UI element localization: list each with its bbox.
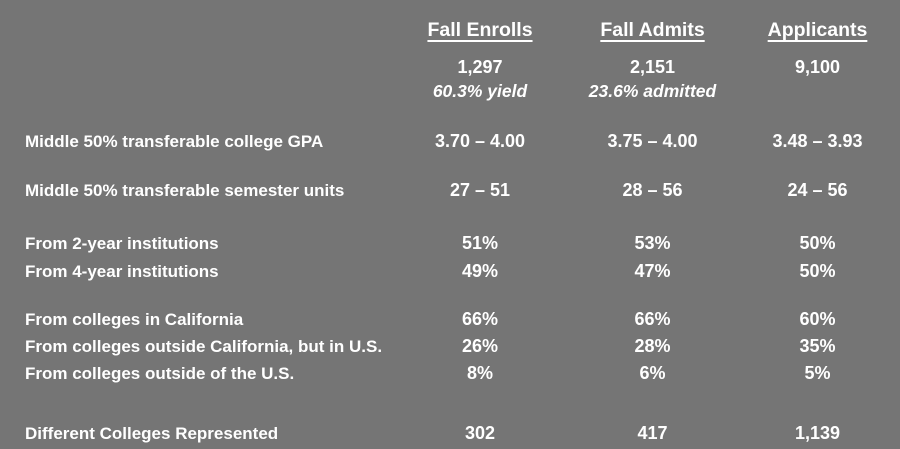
row-value-fall-enrolls: 26%	[461, 336, 499, 356]
total-fall-admits: 2,151	[629, 57, 676, 77]
table-row-colleges-outside-us: From colleges outside of the U.S. 8% 6% …	[0, 361, 900, 386]
row-value-fall-enrolls: 49%	[461, 261, 499, 281]
row-value-fall-admits: 47%	[634, 261, 671, 281]
row-label: From colleges outside California, but in…	[25, 337, 383, 356]
row-value-fall-enrolls: 3.70 – 4.00	[434, 131, 526, 151]
total-applicants: 9,100	[794, 57, 841, 77]
yield-note: 60.3% yield	[432, 81, 528, 101]
row-value-applicants: 5%	[804, 363, 831, 383]
admitted-note: 23.6% admitted	[588, 81, 717, 101]
table-row-colleges-in-california: From colleges in California 66% 66% 60%	[0, 307, 900, 332]
table-row-2year-institutions: From 2-year institutions 51% 53% 50%	[0, 231, 900, 256]
row-label: Middle 50% transferable semester units	[25, 181, 345, 200]
table-row-units: Middle 50% transferable semester units 2…	[0, 178, 900, 203]
column-header-fall-admits: Fall Admits	[600, 19, 705, 41]
row-label: Middle 50% transferable college GPA	[25, 132, 324, 151]
table-row-colleges-outside-california: From colleges outside California, but in…	[0, 334, 900, 359]
row-label: From 4-year institutions	[25, 262, 219, 281]
row-value-applicants: 35%	[799, 336, 836, 356]
total-fall-enrolls: 1,297	[457, 57, 503, 77]
row-value-applicants: 3.48 – 3.93	[772, 131, 863, 151]
table-row-4year-institutions: From 4-year institutions 49% 47% 50%	[0, 259, 900, 284]
column-header-fall-enrolls: Fall Enrolls	[427, 19, 533, 41]
table-row-gpa: Middle 50% transferable college GPA 3.70…	[0, 129, 900, 154]
row-label: Different Colleges Represented	[25, 424, 279, 443]
totals-row: 1,297 2,151 9,100	[0, 55, 900, 79]
row-label: From 2-year institutions	[25, 234, 219, 253]
row-value-fall-enrolls: 66%	[461, 309, 499, 329]
row-value-fall-admits: 3.75 – 4.00	[607, 131, 698, 151]
row-value-applicants: 50%	[799, 233, 836, 253]
row-value-fall-enrolls: 51%	[461, 233, 499, 253]
row-value-applicants: 1,139	[794, 423, 841, 443]
table-header-row: Fall Enrolls Fall Admits Applicants	[0, 16, 900, 44]
row-value-applicants: 24 – 56	[787, 180, 848, 200]
row-value-fall-admits: 53%	[634, 233, 671, 253]
column-header-applicants: Applicants	[767, 19, 868, 41]
row-value-applicants: 50%	[799, 261, 836, 281]
row-value-fall-enrolls: 8%	[466, 363, 493, 383]
row-value-fall-enrolls: 302	[464, 423, 496, 443]
totals-subnote-row: 60.3% yield 23.6% admitted	[0, 79, 900, 103]
table-row-different-colleges: Different Colleges Represented 302 417 1…	[0, 421, 900, 446]
row-value-fall-admits: 417	[637, 423, 668, 443]
row-value-fall-admits: 6%	[639, 363, 666, 383]
row-value-fall-enrolls: 27 – 51	[449, 180, 511, 200]
row-value-fall-admits: 28 – 56	[622, 180, 683, 200]
row-value-fall-admits: 66%	[634, 309, 671, 329]
row-value-fall-admits: 28%	[634, 336, 671, 356]
row-label: From colleges in California	[25, 310, 244, 329]
row-value-applicants: 60%	[799, 309, 836, 329]
row-label: From colleges outside of the U.S.	[25, 364, 295, 383]
